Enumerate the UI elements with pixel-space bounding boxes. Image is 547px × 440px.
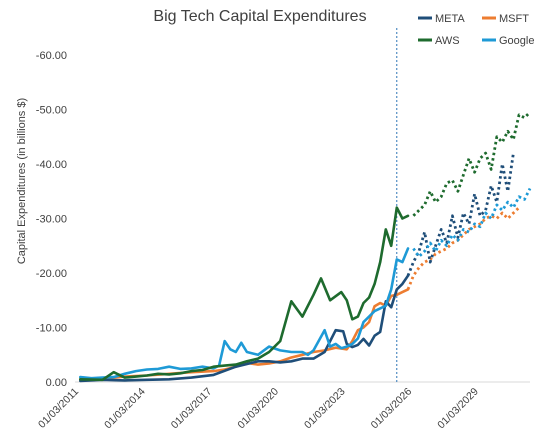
- x-tick-label: 01/03/2023: [302, 386, 348, 432]
- x-axis-ticks: 01/03/2011 01/03/2014 01/03/2017 01/03/2020…: [36, 386, 481, 432]
- chart-title: Big Tech Capital Expenditures: [153, 8, 366, 25]
- legend-label-aws: AWS: [435, 35, 460, 47]
- x-tick-label: 01/03/2014: [102, 386, 148, 432]
- series-line-meta: [79, 274, 410, 383]
- series-forecast-meta: [406, 152, 515, 277]
- series-line-google: [79, 247, 410, 380]
- y-axis-ticks: 0.00 -10.00 -20.00 -30.00 -40.00 -50.00 -60.00: [36, 50, 67, 389]
- y-tick-label: -10.00: [36, 323, 67, 335]
- series-layer: [79, 111, 532, 383]
- y-tick-label: -40.00: [36, 159, 67, 171]
- y-tick-label: -50.00: [36, 105, 67, 117]
- x-tick-label: 01/03/2011: [36, 386, 81, 431]
- series-forecast-msft: [406, 206, 520, 290]
- x-tick-label: 01/03/2020: [235, 386, 281, 432]
- legend-label-meta: META: [435, 13, 465, 25]
- series-forecast-aws: [412, 111, 531, 217]
- legend: META MSFT AWS Google: [418, 13, 534, 47]
- x-tick-label: 01/03/2029: [435, 386, 481, 432]
- y-tick-label: -60.00: [36, 50, 67, 62]
- legend-label-msft: MSFT: [499, 13, 529, 25]
- series-forecast-google: [412, 187, 532, 259]
- x-tick-label: 01/03/2026: [369, 386, 415, 432]
- series-line-aws: [79, 206, 410, 382]
- legend-label-google: Google: [499, 35, 534, 47]
- y-tick-label: -30.00: [36, 214, 67, 226]
- x-tick-label: 01/03/2017: [169, 386, 215, 432]
- y-tick-label: -20.00: [36, 268, 67, 280]
- y-tick-label: 0.00: [46, 377, 67, 389]
- y-axis-label: Capital Expenditures (in billions $): [16, 98, 28, 264]
